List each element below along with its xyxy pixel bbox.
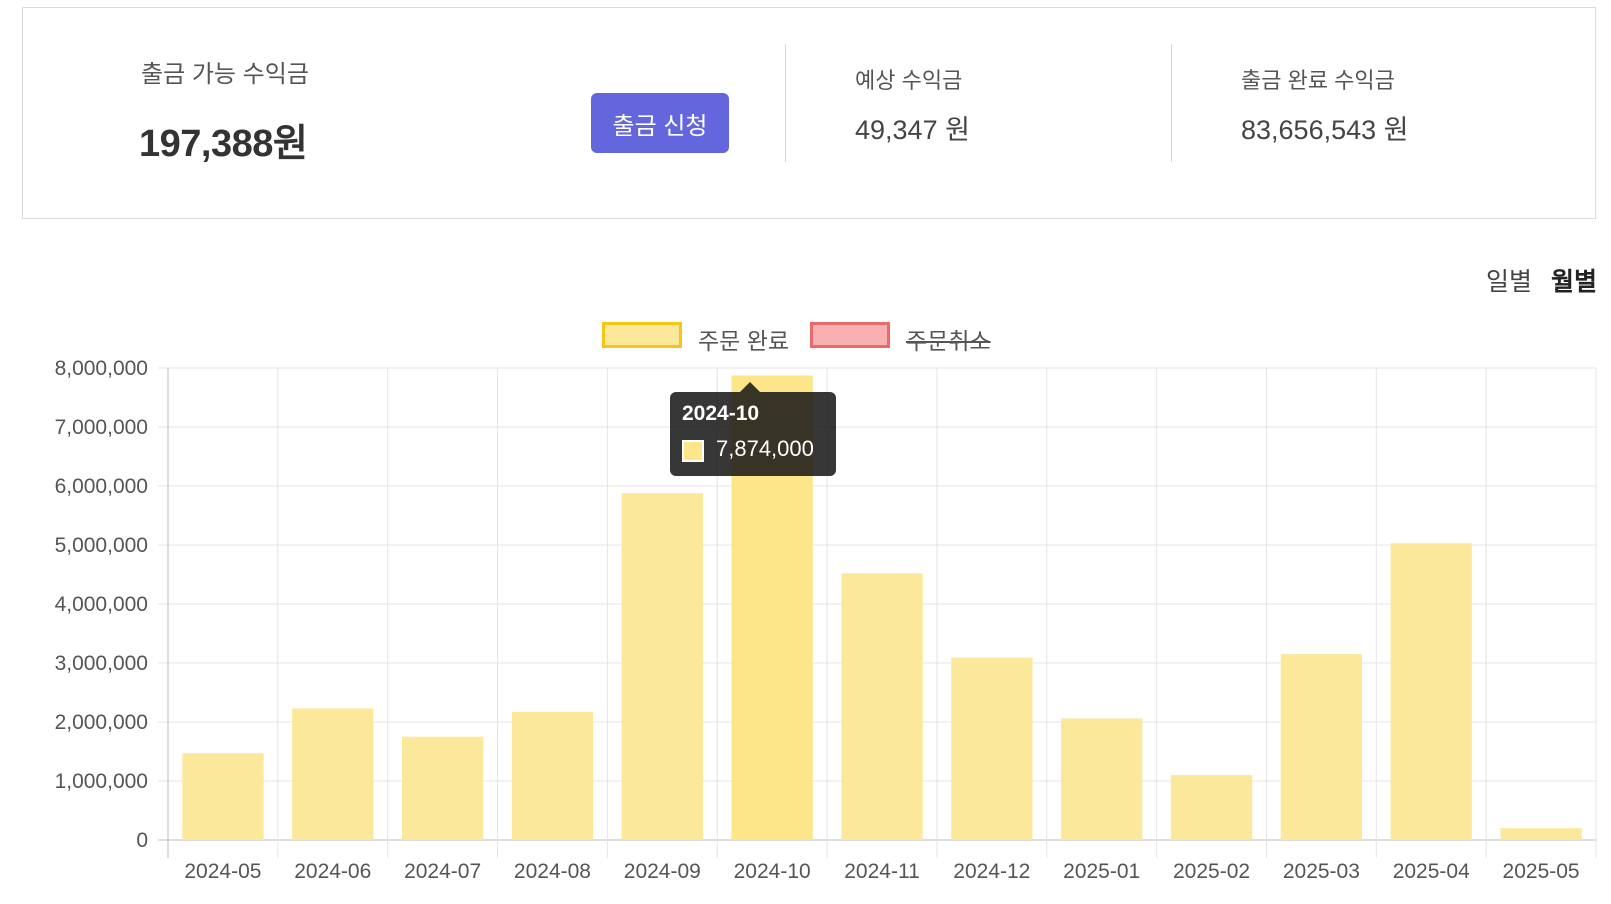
y-tick-label: 2,000,000 [55,711,148,734]
expected-earnings-value: 49,347 원 [855,115,970,145]
bar-2025-01 [1061,718,1143,840]
x-tick-label: 2025-01 [1063,860,1140,883]
x-tick-label: 2025-05 [1503,860,1580,883]
bar-2024-11 [841,573,923,840]
completed-withdrawal-value: 83,656,543 원 [1241,115,1409,145]
bar-2025-02 [1170,775,1253,840]
y-tick-label: 1,000,000 [55,770,148,793]
legend-label: 주문취소 [906,328,991,354]
y-tick-label: 8,000,000 [55,357,148,380]
bar-2025-03 [1280,654,1363,840]
completed-withdrawal-label: 출금 완료 수익금 [1241,68,1395,93]
x-tick-label: 2024-07 [404,860,481,883]
legend-label: 주문 완료 [698,328,790,354]
x-tick-label: 2024-05 [184,860,261,883]
x-tick-label: 2024-06 [294,860,371,883]
y-tick-label: 7,000,000 [55,416,148,439]
chart-tooltip: 2024-10 7,874,000 [670,382,836,476]
tooltip-color-swatch [682,440,704,462]
bar-2024-09 [621,493,703,840]
chart-legend: 주문 완료 주문취소 [0,310,1611,354]
x-tick-label: 2024-11 [844,860,920,883]
available-earnings-label: 출금 가능 수익금 [141,61,309,88]
x-tick-label: 2025-02 [1173,860,1250,883]
x-tick-label: 2025-03 [1283,860,1360,883]
y-tick-label: 4,000,000 [55,593,148,616]
available-earnings-value: 197,388원 [139,123,308,165]
legend-swatch [810,322,890,348]
y-tick-label: 5,000,000 [55,534,148,557]
tooltip-title: 2024-10 [682,402,760,425]
x-tick-label: 2024-10 [734,860,811,883]
bar-2025-04 [1390,543,1472,840]
y-tick-label: 3,000,000 [55,652,148,675]
bar-2024-12 [951,657,1033,840]
summary-divider [785,44,786,162]
y-tick-label: 0 [136,829,148,852]
period-daily-toggle[interactable]: 일별 [1486,268,1533,296]
bar-2024-08 [511,711,594,840]
period-toggle: 일별 월별 [1474,262,1597,298]
withdraw-request-button[interactable]: 출금 신청 [591,93,729,153]
bar-2024-07 [401,736,484,840]
bar-2024-05 [182,753,264,840]
expected-earnings-label: 예상 수익금 [855,68,963,93]
x-tick-label: 2024-12 [953,860,1030,883]
tooltip-value: 7,874,000 [716,436,814,461]
bar-2024-06 [292,708,374,840]
tooltip-caret [740,382,760,392]
x-tick-label: 2024-09 [624,860,701,883]
period-monthly-toggle[interactable]: 월별 [1550,268,1597,296]
x-tick-label: 2025-04 [1393,860,1470,883]
x-tick-label: 2024-08 [514,860,591,883]
summary-divider [1171,44,1172,162]
earnings-summary-card: 출금 가능 수익금 197,388원 출금 신청 예상 수익금 49,347 원… [22,7,1596,219]
legend-swatch [602,322,682,348]
bar-2025-05 [1500,828,1582,840]
monthly-revenue-bar-chart: 0 1,000,000 2,000,000 3,000,000 4,000,000 5,0… [55,357,1597,883]
y-tick-label: 6,000,000 [55,475,148,498]
